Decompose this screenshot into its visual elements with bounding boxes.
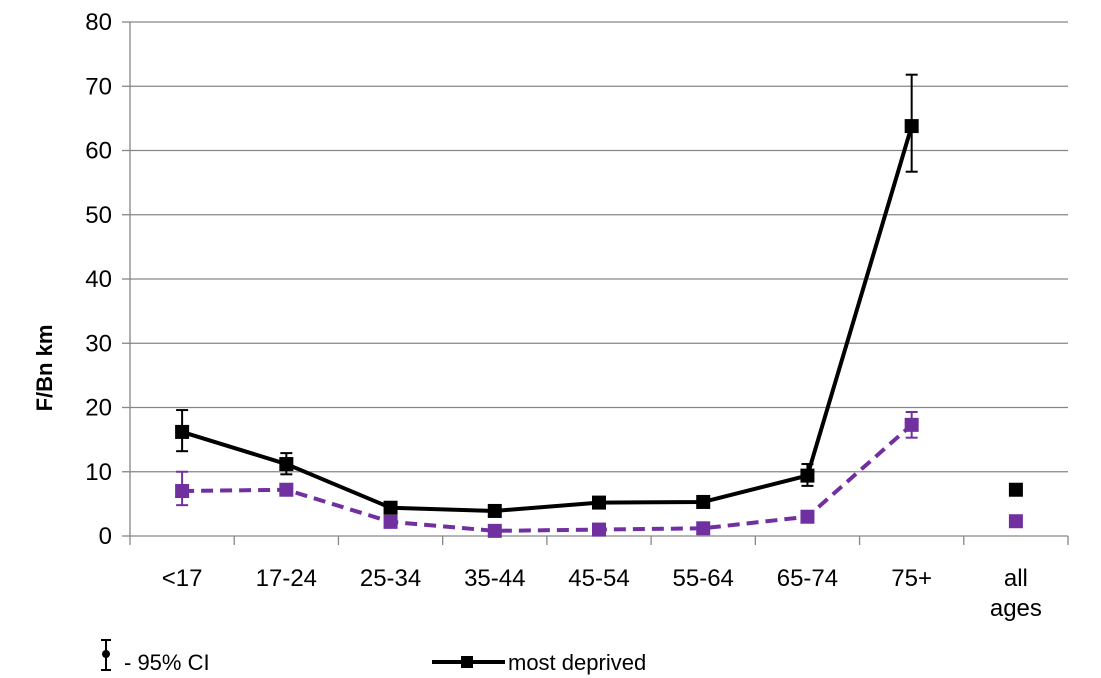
y-tick-label: 20	[85, 395, 112, 422]
x-tick-label: 25-34	[360, 565, 421, 592]
y-tick-label: 0	[99, 523, 112, 550]
most-deprived-point	[383, 500, 398, 515]
legend-most-deprived-label: most deprived	[508, 650, 646, 675]
most-deprived-point	[175, 424, 190, 439]
dashed-series-point	[592, 522, 606, 537]
most-deprived-point	[696, 494, 711, 509]
dashed-series-point	[279, 482, 294, 497]
x-tick-label: <17	[162, 565, 203, 592]
y-tick-labels: 0 10 20 30 40 50 60 70 80	[85, 9, 112, 550]
y-tick-label: 10	[85, 459, 112, 486]
y-tick-label: 80	[85, 9, 112, 36]
legend: - 95% CI most deprived	[101, 639, 646, 675]
x-tick-labels: <17 17-24 25-34 35-44 45-54 55-64 65-74 75+ all a…	[162, 565, 1042, 622]
y-tick-label: 70	[85, 73, 112, 100]
axes	[122, 21, 1069, 545]
y-tick-label: 40	[85, 266, 112, 293]
x-tick-label: 17-24	[256, 565, 317, 592]
y-tick-label: 30	[85, 330, 112, 357]
dashed-series-all-ages-point	[1008, 514, 1023, 529]
dashed-series-point	[487, 523, 502, 538]
most-deprived-line	[181, 125, 914, 513]
x-tick-label: 45-54	[568, 565, 629, 592]
legend-ci-icon	[101, 639, 111, 671]
most-deprived-point	[487, 503, 502, 518]
x-tick-label: 75+	[891, 565, 932, 592]
series-layer	[175, 73, 1023, 538]
legend-most-deprived-icon	[432, 656, 505, 668]
y-tick-label: 50	[85, 202, 112, 229]
most-deprived-point	[592, 495, 606, 510]
x-tick-label: 65-74	[777, 565, 838, 592]
dashed-series-point	[383, 514, 398, 529]
most-deprived-point	[279, 457, 294, 472]
x-tick-label: 55-64	[673, 565, 734, 592]
legend-ci-label: - 95% CI	[124, 650, 210, 675]
dashed-series-line	[182, 423, 913, 533]
y-tick-label: 60	[85, 138, 112, 165]
most-deprived-point	[904, 119, 919, 134]
dashed-series-point	[800, 509, 815, 524]
most-deprived-point	[800, 468, 815, 483]
dashed-series-point	[696, 521, 711, 536]
x-tick-label: 35-44	[464, 565, 525, 592]
dashed-series-point	[904, 417, 919, 432]
y-axis-title: F/Bn km	[32, 325, 57, 412]
most-deprived-all-ages-point	[1008, 482, 1023, 497]
x-tick-label: all ages	[990, 565, 1042, 622]
gridlines	[130, 21, 1068, 473]
dashed-series-point	[175, 484, 190, 499]
